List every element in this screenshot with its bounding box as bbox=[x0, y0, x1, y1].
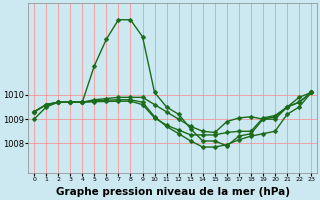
X-axis label: Graphe pression niveau de la mer (hPa): Graphe pression niveau de la mer (hPa) bbox=[56, 187, 290, 197]
